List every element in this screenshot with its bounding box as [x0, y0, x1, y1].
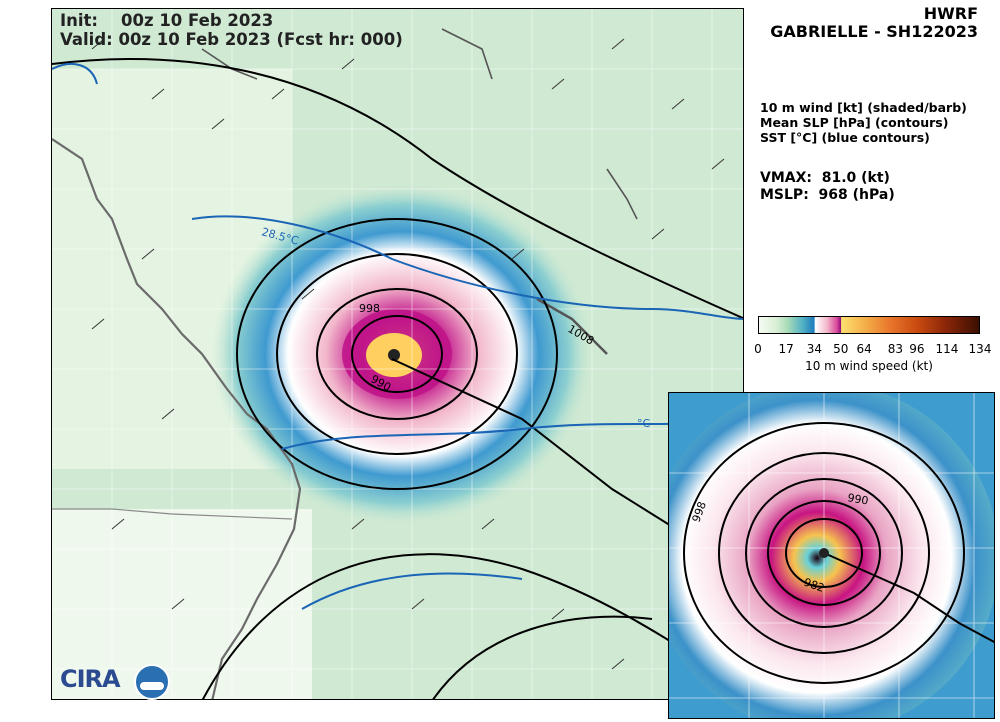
legend-line-slp: Mean SLP [hPa] (contours) — [760, 115, 949, 130]
legend-line-wind: 10 m wind [kt] (shaded/barb) — [760, 100, 967, 115]
new-caledonia — [536, 297, 608, 355]
colorbar-ticks: 0 17 34 50 64 83 96 114 134 — [754, 342, 991, 356]
cira-logo-text: CIRA — [60, 665, 121, 693]
vmax-value: VMAX: 81.0 (kt) — [760, 170, 890, 186]
storm-name: GABRIELLE - SH122023 — [770, 22, 978, 41]
inset-slp-contours — [683, 422, 994, 684]
mslp-value: MSLP: 968 (hPa) — [760, 187, 895, 203]
header-right: HWRF GABRIELLE - SH122023 — [770, 5, 978, 41]
cb-tick: 134 — [968, 342, 992, 356]
cira-logo: CIRA — [60, 665, 121, 693]
rammb-logo-icon — [134, 664, 170, 700]
init-line: Init: 00z 10 Feb 2023 — [60, 11, 274, 30]
field-legend: 10 m wind [kt] (shaded/barb) Mean SLP [h… — [760, 100, 967, 145]
sst-label-partial: °C — [637, 417, 651, 430]
lat-lon-grid — [52, 9, 743, 699]
legend-line-sst: SST [°C] (blue contours) — [760, 130, 930, 145]
inset-slp-label-990: 990 — [846, 491, 869, 507]
colorbar-label: 10 m wind speed (kt) — [805, 359, 933, 373]
cb-tick: 96 — [909, 342, 925, 356]
wind-barbs — [91, 38, 725, 670]
slp-label-998: 998 — [359, 302, 380, 315]
cb-tick: 114 — [935, 342, 959, 356]
inset-map: 998 990 982 — [668, 392, 995, 719]
valid-line: Valid: 00z 10 Feb 2023 (Fcst hr: 000) — [60, 30, 403, 49]
cb-tick: 50 — [833, 342, 849, 356]
main-map-svg: 28.5°C 998 990 1008 °C — [52, 9, 743, 699]
coastline-australia — [52, 138, 302, 699]
cb-tick: 0 — [754, 342, 762, 356]
wind-speed-colorbar — [758, 316, 980, 334]
cb-tick: 83 — [887, 342, 904, 356]
storm-stats: VMAX: 81.0 (kt) MSLP: 968 (hPa) — [760, 170, 895, 204]
model-name: HWRF — [923, 4, 978, 23]
inset-map-svg: 998 990 982 — [669, 393, 994, 718]
cb-tick: 17 — [778, 342, 794, 356]
init-valid-text: Init: 00z 10 Feb 2023 Valid: 00z 10 Feb 2… — [60, 11, 403, 49]
main-map: 28.5°C 998 990 1008 °C — [51, 8, 744, 700]
cb-tick: 34 — [806, 342, 823, 356]
cb-tick: 64 — [856, 342, 872, 356]
